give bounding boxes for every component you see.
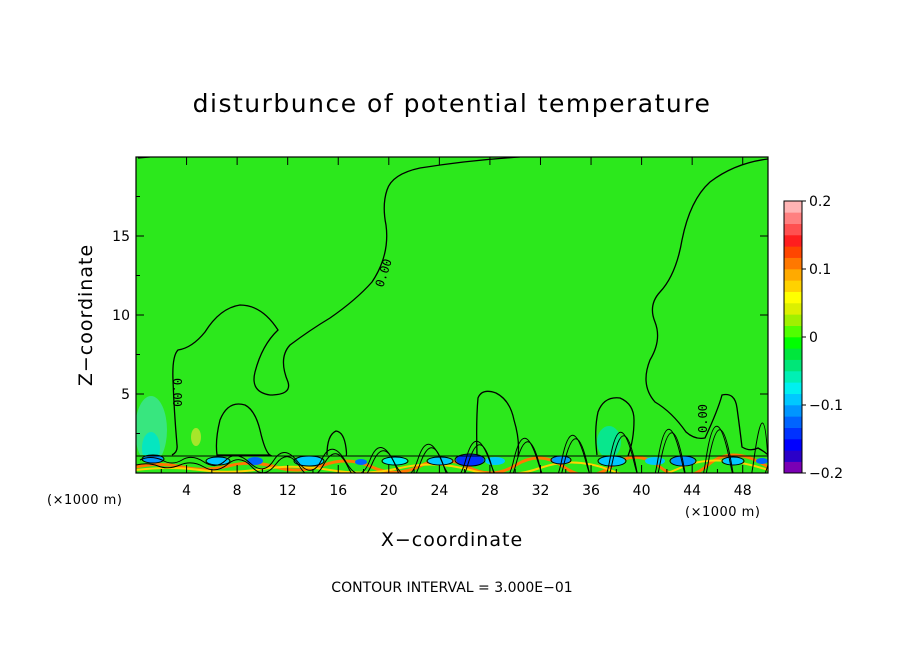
colorbar-swatch	[784, 201, 802, 213]
cool-anomaly-right	[597, 426, 621, 458]
colorbar-tick-label: 0.2	[809, 194, 831, 210]
y-tick-label: 15	[112, 229, 130, 245]
contour-blob-16	[326, 430, 348, 457]
colorbar-swatch	[784, 427, 802, 440]
contour-interval-note: CONTOUR INTERVAL = 3.000E−01	[331, 580, 572, 596]
colorbar-swatch	[784, 382, 802, 394]
contour-label-right: 0.00	[696, 404, 710, 433]
contour-label-left: 0.00	[170, 378, 184, 407]
colorbar: 0.2 0.1 0 −0.1 −0.2	[783, 194, 843, 482]
colorbar-ticks: 0.2 0.1 0 −0.1 −0.2	[802, 194, 843, 482]
colorbar-swatch	[784, 280, 802, 292]
colorbar-swatch	[784, 291, 802, 304]
y-axis-label: Z−coordinate	[75, 244, 97, 386]
colorbar-swatch	[784, 461, 802, 474]
colorbar-swatch	[784, 359, 802, 372]
x-tick-label: 8	[233, 483, 242, 499]
x-axis-ticks: 4 8 12 16 20 24 28 32 36 40 44 48	[160, 157, 752, 499]
colorbar-swatch	[784, 257, 802, 270]
contour-main-right	[645, 158, 768, 456]
contour-blob-8	[215, 403, 273, 456]
colorbar-swatch	[784, 393, 802, 406]
x-tick-label: 12	[279, 483, 297, 499]
y-axis-ticks: 5 10 15	[112, 196, 768, 434]
colorbar-swatches	[784, 201, 802, 474]
colorbar-swatch	[784, 325, 802, 338]
warm-anomaly-small	[191, 428, 201, 446]
x-tick-label: 16	[329, 483, 347, 499]
chart-title: disturbunce of potential temperature	[193, 89, 712, 118]
colorbar-swatch	[784, 303, 802, 315]
x-unit-left: (×1000 m)	[47, 493, 122, 508]
x-axis-label: X−coordinate	[381, 529, 523, 551]
x-tick-label: 20	[380, 483, 398, 499]
y-tick-label: 10	[112, 308, 130, 324]
y-tick-label: 5	[121, 387, 130, 403]
surface-contours	[136, 422, 768, 473]
colorbar-tick-label: 0	[809, 330, 818, 346]
colorbar-swatch	[784, 439, 802, 451]
contour-blob-28	[476, 390, 520, 457]
x-tick-label: 36	[582, 483, 600, 499]
colorbar-swatch	[784, 235, 802, 247]
plot-background-fill	[136, 157, 768, 473]
x-tick-label: 48	[734, 483, 752, 499]
x-tick-label: 44	[683, 483, 701, 499]
x-tick-label: 40	[633, 483, 651, 499]
colorbar-swatch	[784, 314, 802, 326]
colorbar-swatch	[784, 246, 802, 258]
colorbar-swatch	[784, 371, 802, 383]
colorbar-swatch	[784, 405, 802, 417]
colorbar-swatch	[784, 269, 802, 281]
colorbar-swatch	[784, 348, 802, 360]
x-unit-right: (×1000 m)	[685, 505, 760, 520]
colorbar-tick-label: 0.1	[809, 262, 831, 278]
colorbar-swatch	[784, 212, 802, 224]
x-tick-label: 4	[182, 483, 191, 499]
zero-contours	[137, 157, 768, 457]
colorbar-tick-label: −0.2	[809, 466, 843, 482]
x-tick-label: 24	[430, 483, 448, 499]
contour-main-left	[171, 157, 521, 456]
colorbar-swatch	[784, 450, 802, 462]
colorbar-swatch	[784, 223, 802, 236]
plot-area: 0.00 0.00 0.00 4 8 12 16 20 24 28 32 36 40 44 48 51…	[112, 156, 769, 499]
contour-blob-37	[595, 397, 635, 457]
x-tick-label: 28	[481, 483, 499, 499]
contour-field	[136, 157, 768, 473]
x-tick-label: 32	[532, 483, 550, 499]
colorbar-tick-label: −0.1	[809, 398, 843, 414]
colorbar-swatch	[784, 416, 802, 428]
colorbar-swatch	[784, 337, 802, 349]
